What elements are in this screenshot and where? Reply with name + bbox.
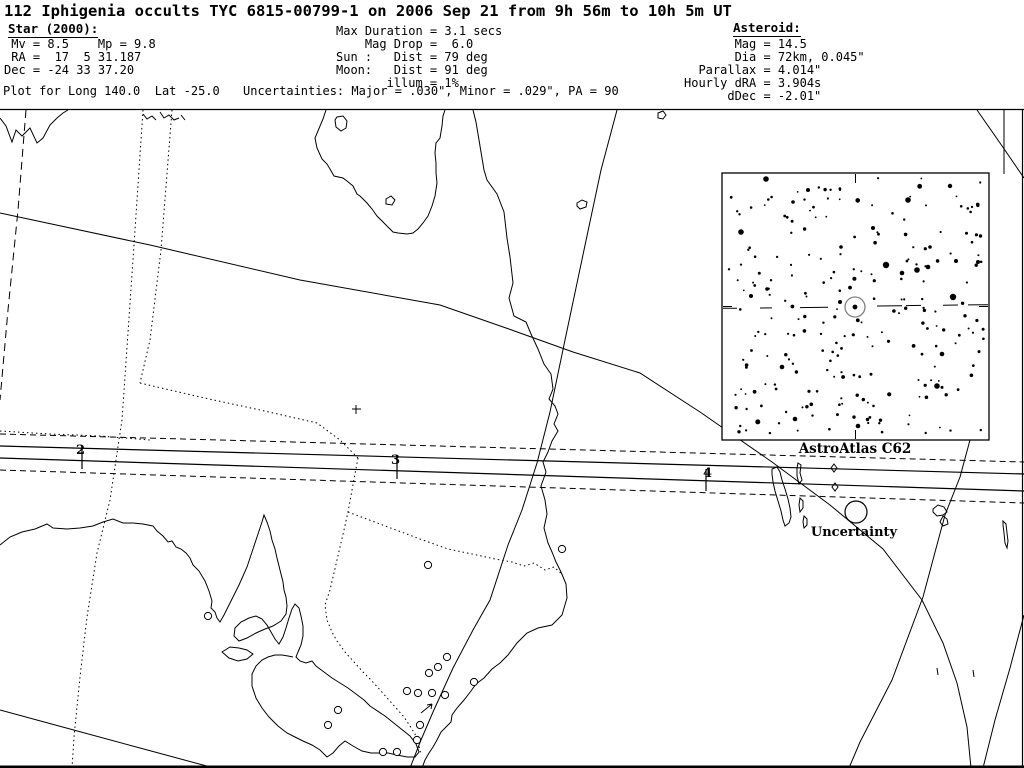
observer-site-circle (440, 690, 450, 700)
data-line: dDec = -2.01" (684, 89, 822, 103)
data-line: Moon: Dist = 91 deg (336, 63, 488, 77)
border-26s-dotted (139, 382, 359, 459)
uncertainties-line: Uncertainties: Major = .030", Minor = .0… (243, 84, 619, 98)
occultation-limit-dashed-north (0, 433, 1024, 463)
islet-coral-1 (657, 110, 667, 120)
islet-diamond-1 (830, 463, 838, 473)
islet-coral-2 (576, 199, 588, 210)
data-line: Sun : Dist = 79 deg (336, 50, 488, 64)
star-section-heading: Star (2000): (8, 21, 99, 38)
occultation-limit-dashed-south (0, 469, 1024, 504)
border-nt-sa-dotted (0, 430, 151, 441)
uncertainty-circle (844, 500, 868, 524)
observer-site-circle (557, 544, 567, 554)
border-141e-murray-dotted (324, 457, 422, 756)
inset-ticks (723, 174, 988, 439)
coast-sa-vic (0, 513, 420, 758)
coast-east-qld-nsw (421, 109, 568, 768)
occultation-path-edge-south (0, 457, 1024, 492)
observer-site-circle (378, 747, 388, 757)
observer-site-circle (413, 688, 423, 698)
great-circle-corner-ne (976, 109, 1024, 179)
great-circle-steep (409, 109, 618, 768)
inset-caption: AstroAtlas C62 (798, 441, 912, 457)
island-groote (334, 115, 348, 132)
islet-stick-1 (936, 667, 939, 676)
observer-site-circle (424, 668, 434, 678)
star-data-block: Mv = 8.5 Mp = 9.8 RA = 17 5 31.187 Dec = … (4, 38, 156, 77)
islet-sliver-right (1002, 519, 1009, 550)
observer-site-circle (402, 686, 412, 696)
time-tick-label-4: 4 (703, 466, 712, 481)
islet-sliver-1 (796, 462, 803, 486)
observer-site-circle (392, 747, 402, 757)
island-fraser-like (771, 466, 792, 527)
data-line: RA = 17 5 31.187 (4, 50, 142, 64)
observer-site-circle (333, 705, 343, 715)
island-mornington (385, 195, 396, 206)
observer-site-circle (433, 662, 443, 672)
inset-track-dashes (722, 304, 989, 309)
islet-rocky-1 (932, 504, 948, 517)
islet-sliver-3 (802, 514, 808, 530)
observer-site-circle (427, 688, 437, 698)
observer-site-circle (423, 560, 433, 570)
graticule-longdash (0, 109, 27, 401)
observer-site-circle (412, 735, 422, 745)
observer-site-circle (323, 720, 333, 730)
data-line: Max Duration = 3.1 secs (336, 24, 503, 38)
coast-arnhem (0, 109, 69, 144)
border-qld-nsw-dotted (347, 511, 564, 576)
data-line: Hourly dRA = 3.904s (684, 76, 822, 90)
data-line: Dia = 72km, 0.045" (684, 50, 865, 64)
observer-site-circle (442, 652, 452, 662)
meridian-dotted-west (71, 109, 144, 768)
inset-bright-stars (738, 176, 980, 429)
uncertainty-text: Uncertainty (811, 525, 898, 540)
data-line: Mv = 8.5 Mp = 9.8 (4, 37, 156, 51)
island-kangaroo (221, 646, 254, 662)
meridian-dotted-border-nt-qld (139, 109, 173, 384)
inset-target-star (852, 304, 858, 310)
inset-starfield (727, 177, 985, 435)
islet-rocky-2 (939, 515, 949, 527)
asteroid-section-heading: Asteroid: (733, 20, 801, 37)
data-line: Parallax = 4.014" (684, 63, 822, 77)
islet-diamond-2 (831, 482, 839, 492)
data-line: illum = 1% (336, 76, 459, 90)
data-line: Dec = -24 33 37.20 (4, 63, 135, 77)
inset-target-circle (844, 296, 866, 318)
great-circle-southeast (848, 439, 971, 768)
great-circle-corner-sw (0, 709, 215, 768)
islet-stick-2 (972, 669, 975, 678)
plot-center-cross (352, 405, 361, 414)
observer-site-circle (203, 611, 213, 621)
data-line: Mag = 14.5 (684, 37, 807, 51)
time-tick-label-3: 3 (391, 453, 400, 468)
occultation-path-edge-north (0, 445, 1024, 475)
plot-center-line: Plot for Long 140.0 Lat -25.0 (3, 84, 220, 98)
city-circles (203, 544, 567, 757)
islet-sliver-2 (798, 496, 804, 514)
map-bottom-bar (0, 765, 1024, 768)
event-data-block: Max Duration = 3.1 secs Mag Drop = 6.0 Su… (336, 25, 502, 90)
data-line: Mag Drop = 6.0 (336, 37, 474, 51)
site-arrow-marker (420, 703, 433, 714)
asteroid-data-block: Mag = 14.5 Dia = 72km, 0.045" Parallax =… (684, 38, 865, 103)
time-tick-label-2: 2 (76, 443, 85, 458)
observer-site-circle (415, 720, 425, 730)
observer-site-circle (469, 677, 479, 687)
page-title: 112 Iphigenia occults TYC 6815-00799-1 o… (4, 2, 732, 20)
great-circle-corner-se (982, 614, 1024, 768)
coast-wessel-islands (142, 111, 186, 121)
coast-gulf-carpentaria (314, 109, 446, 235)
